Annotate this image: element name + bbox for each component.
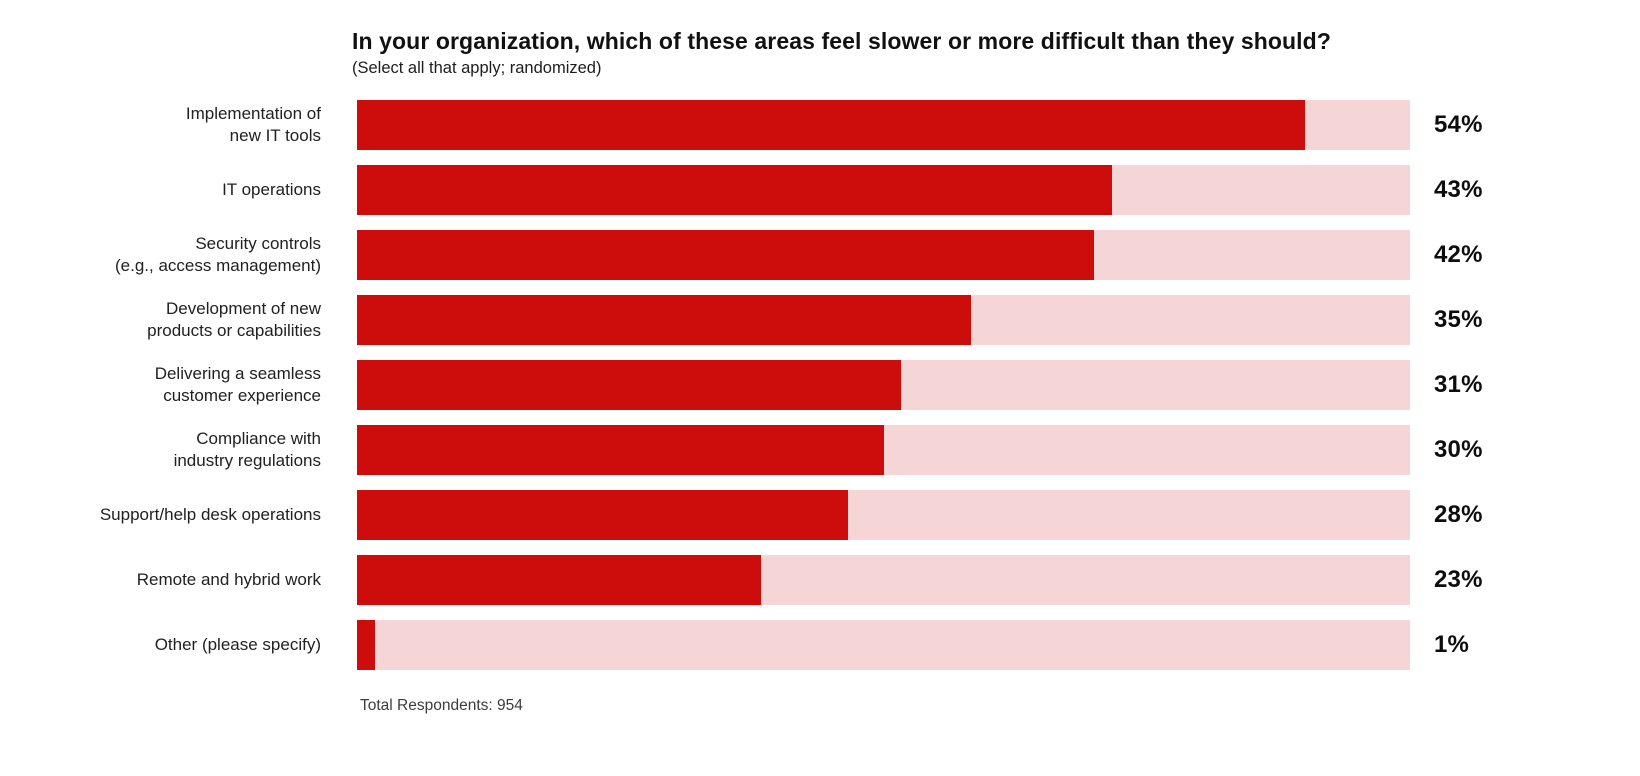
category-label: Support/help desk operations bbox=[99, 504, 321, 524]
bar-track bbox=[357, 230, 1410, 280]
bar-row: Support/help desk operations 28% bbox=[0, 490, 1640, 540]
bar-row: Remote and hybrid work 23% bbox=[0, 555, 1640, 605]
chart-title: In your organization, which of these are… bbox=[352, 28, 1331, 54]
value-label: 30% bbox=[1434, 436, 1483, 463]
value-label: 31% bbox=[1434, 371, 1483, 398]
bar-track bbox=[357, 555, 1410, 605]
bar-fill bbox=[357, 555, 761, 605]
bar-fill bbox=[357, 165, 1112, 215]
bar-row: Development of new products or capabilit… bbox=[0, 295, 1640, 345]
bar-fill bbox=[357, 490, 849, 540]
total-respondents-note: Total Respondents: 954 bbox=[360, 697, 523, 714]
bar-track bbox=[357, 165, 1410, 215]
category-label: Other (please specify) bbox=[154, 634, 321, 654]
value-label: 1% bbox=[1434, 631, 1470, 658]
bar-track bbox=[357, 425, 1410, 475]
bar-fill bbox=[357, 425, 884, 475]
bar-fill bbox=[357, 230, 1095, 280]
bar-fill bbox=[357, 360, 902, 410]
chart-subtitle: (Select all that apply; randomized) bbox=[352, 58, 602, 77]
value-label: 54% bbox=[1434, 111, 1483, 138]
value-label: 35% bbox=[1434, 306, 1483, 333]
bar-row: Security controls (e.g., access manageme… bbox=[0, 230, 1640, 280]
value-label: 28% bbox=[1434, 501, 1483, 528]
bar-row: Implementation of new IT tools 54% bbox=[0, 100, 1640, 150]
value-label: 42% bbox=[1434, 241, 1483, 268]
bar-track bbox=[357, 490, 1410, 540]
bar-track bbox=[357, 100, 1410, 150]
bar-track bbox=[357, 295, 1410, 345]
value-label: 23% bbox=[1434, 566, 1483, 593]
category-label: Remote and hybrid work bbox=[136, 569, 321, 589]
category-label: IT operations bbox=[222, 179, 321, 199]
category-label: Compliance with industry regulations bbox=[173, 428, 321, 470]
bar-track bbox=[357, 360, 1410, 410]
bar-chart: Implementation of new IT tools 54% IT op… bbox=[0, 100, 1640, 685]
bar-fill bbox=[357, 620, 375, 670]
category-label: Security controls (e.g., access manageme… bbox=[115, 233, 321, 275]
bar-track bbox=[357, 620, 1410, 670]
bar-row: Other (please specify) 1% bbox=[0, 620, 1640, 670]
category-label: Development of new products or capabilit… bbox=[147, 298, 321, 340]
chart-header: In your organization, which of these are… bbox=[352, 28, 1552, 78]
bar-fill bbox=[357, 295, 972, 345]
value-label: 43% bbox=[1434, 176, 1483, 203]
category-label: Delivering a seamless customer experienc… bbox=[154, 363, 321, 405]
bar-row: Delivering a seamless customer experienc… bbox=[0, 360, 1640, 410]
bar-row: IT operations 43% bbox=[0, 165, 1640, 215]
bar-row: Compliance with industry regulations 30% bbox=[0, 425, 1640, 475]
bar-fill bbox=[357, 100, 1305, 150]
category-label: Implementation of new IT tools bbox=[185, 103, 321, 145]
